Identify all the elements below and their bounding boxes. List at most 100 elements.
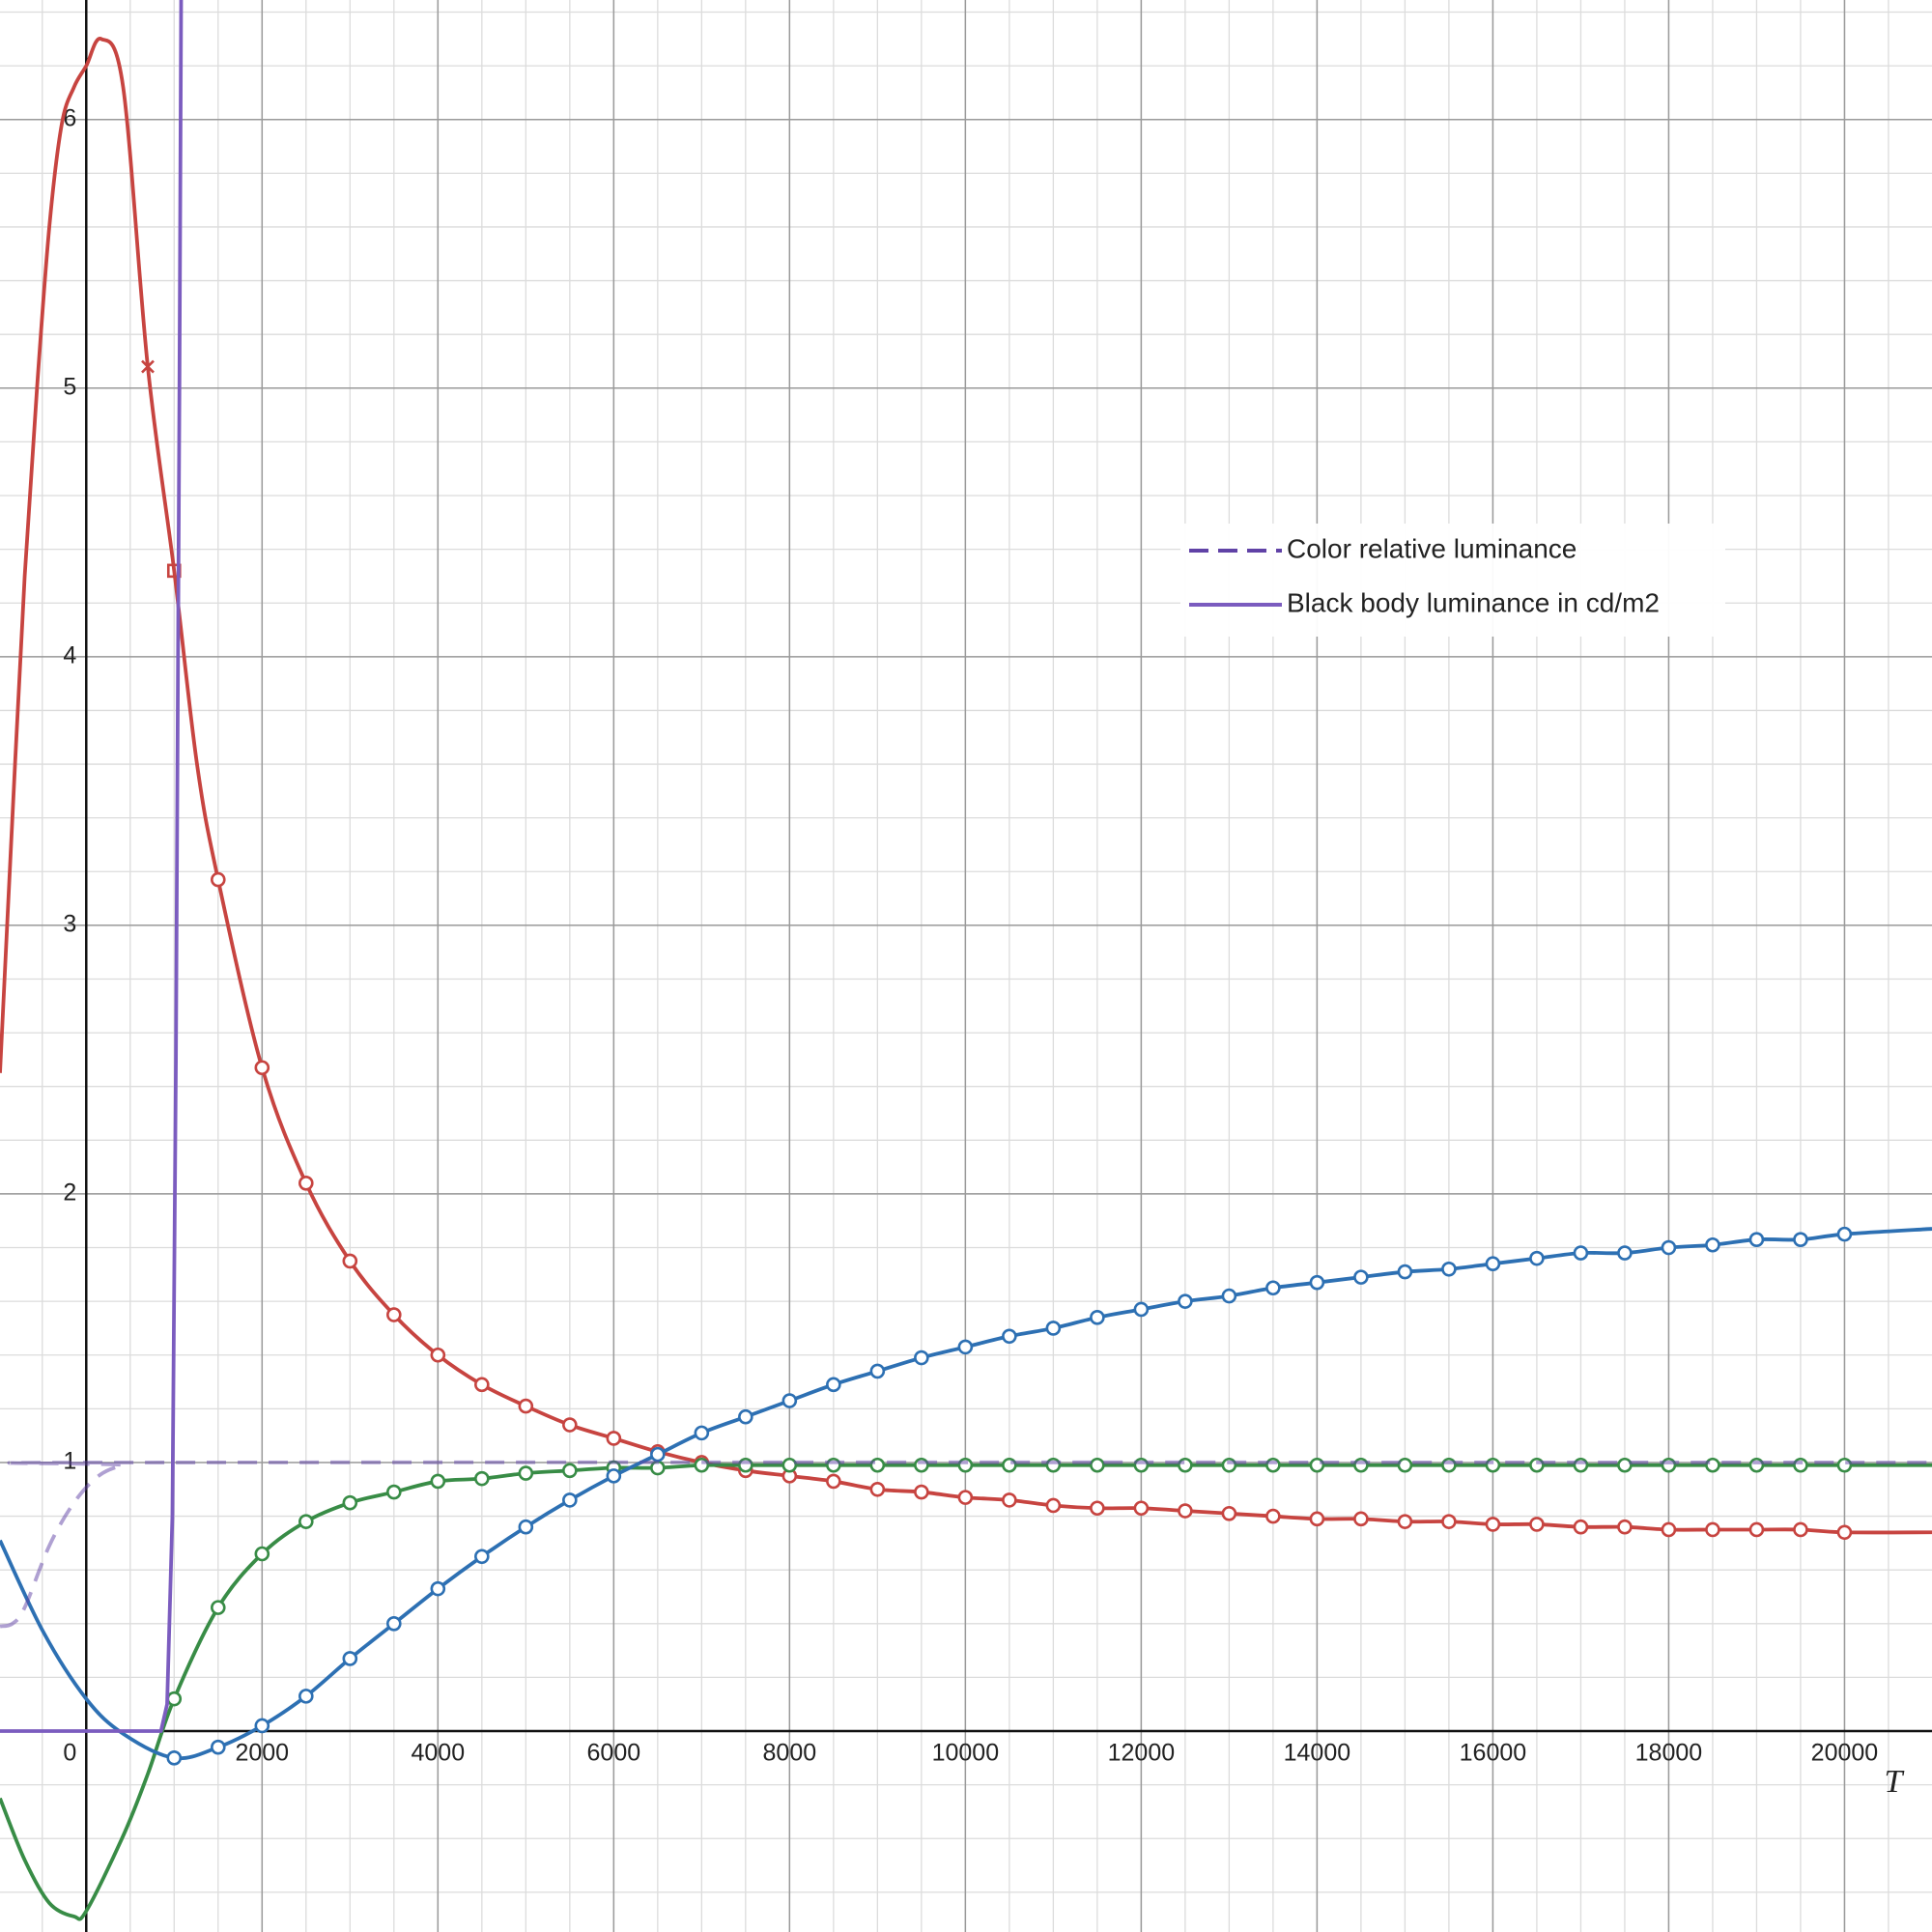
data-point (342, 1253, 358, 1269)
data-point (1309, 1511, 1325, 1527)
data-point (826, 1377, 841, 1393)
data-point (1705, 1521, 1720, 1538)
data-point (1353, 1269, 1369, 1285)
data-point (518, 1398, 534, 1414)
data-point (1748, 1521, 1765, 1538)
data-point (1485, 1517, 1501, 1532)
legend-label: Color relative luminance (1287, 533, 1577, 563)
data-point (1090, 1457, 1105, 1473)
legend-box (1180, 524, 1725, 637)
data-point (474, 1470, 490, 1487)
data-point (1045, 1321, 1062, 1336)
data-point (1573, 1245, 1589, 1261)
y-tick-label: 2 (63, 1179, 76, 1207)
data-point (1178, 1503, 1193, 1519)
data-point (869, 1363, 886, 1379)
data-point (869, 1481, 886, 1497)
series-line (0, 1463, 1932, 1921)
data-point (650, 1446, 666, 1463)
data-point (1617, 1245, 1633, 1261)
data-point (1661, 1521, 1677, 1538)
data-point (1661, 1239, 1677, 1256)
data-point (1178, 1293, 1193, 1309)
x-tick-label: 14000 (1284, 1740, 1351, 1767)
data-point (606, 1468, 622, 1484)
data-point (562, 1417, 578, 1433)
data-point (1441, 1261, 1457, 1277)
data-point (1265, 1280, 1281, 1296)
data-point (254, 1546, 270, 1562)
data-point (298, 1689, 314, 1704)
data-point (1705, 1236, 1720, 1253)
data-point (1045, 1497, 1062, 1514)
data-point (1441, 1514, 1457, 1529)
x-tick-label: 8000 (763, 1740, 817, 1767)
data-point (1793, 1521, 1808, 1538)
data-point (298, 1176, 314, 1191)
data-point (386, 1616, 402, 1632)
data-point (606, 1431, 622, 1446)
data-point (1485, 1256, 1501, 1272)
x-tick-label: 0 (63, 1740, 76, 1767)
data-point (1617, 1457, 1633, 1473)
x-tick-label: 2000 (235, 1740, 289, 1767)
data-point (474, 1377, 490, 1393)
y-tick-label: 4 (63, 641, 76, 668)
data-point (342, 1651, 358, 1666)
data-point (210, 1600, 226, 1615)
data-point (694, 1425, 710, 1441)
data-point (298, 1514, 314, 1529)
data-point (1529, 1517, 1545, 1532)
x-tick-label: 16000 (1460, 1740, 1527, 1767)
data-point (430, 1473, 446, 1490)
data-point (1133, 1301, 1150, 1318)
data-point (1793, 1232, 1808, 1247)
data-point (781, 1393, 798, 1408)
data-point (1397, 1264, 1413, 1280)
data-point (1309, 1274, 1325, 1291)
data-point (1397, 1457, 1413, 1473)
data-point (430, 1347, 446, 1363)
y-tick-label: 5 (63, 373, 76, 400)
data-point (781, 1457, 798, 1473)
data-point (1573, 1519, 1589, 1535)
data-point (1836, 1524, 1853, 1541)
data-point (1529, 1250, 1545, 1266)
data-point (914, 1350, 929, 1366)
data-point (1748, 1232, 1765, 1247)
data-point (386, 1484, 402, 1500)
data-point (386, 1307, 402, 1322)
data-point (1353, 1511, 1369, 1527)
y-tick-label: 3 (63, 910, 76, 937)
x-tick-label: 18000 (1635, 1740, 1703, 1767)
x-axis-label: T (1885, 1764, 1905, 1800)
data-point (738, 1408, 753, 1425)
x-tick-label: 10000 (932, 1740, 1000, 1767)
legend: Color relative luminance Black body lumin… (1180, 524, 1725, 637)
data-point (210, 1739, 226, 1755)
data-point (518, 1465, 534, 1481)
legend-label: Black body luminance in cd/m2 (1287, 587, 1660, 617)
data-point (1090, 1310, 1105, 1325)
data-point (166, 1690, 183, 1707)
data-point (518, 1519, 534, 1535)
data-point (254, 1060, 270, 1076)
data-point (1221, 1288, 1237, 1304)
data-point (1221, 1506, 1237, 1521)
data-point (1397, 1514, 1413, 1529)
data-point (957, 1490, 974, 1505)
data-point (1133, 1500, 1150, 1517)
data-point (166, 1750, 183, 1766)
data-point (1002, 1328, 1017, 1345)
data-point (430, 1580, 446, 1597)
x-tick-label: 20000 (1811, 1740, 1879, 1767)
x-tick-label: 4000 (412, 1740, 466, 1767)
data-point (1617, 1519, 1633, 1535)
data-point (1836, 1226, 1853, 1242)
data-point (562, 1492, 578, 1508)
